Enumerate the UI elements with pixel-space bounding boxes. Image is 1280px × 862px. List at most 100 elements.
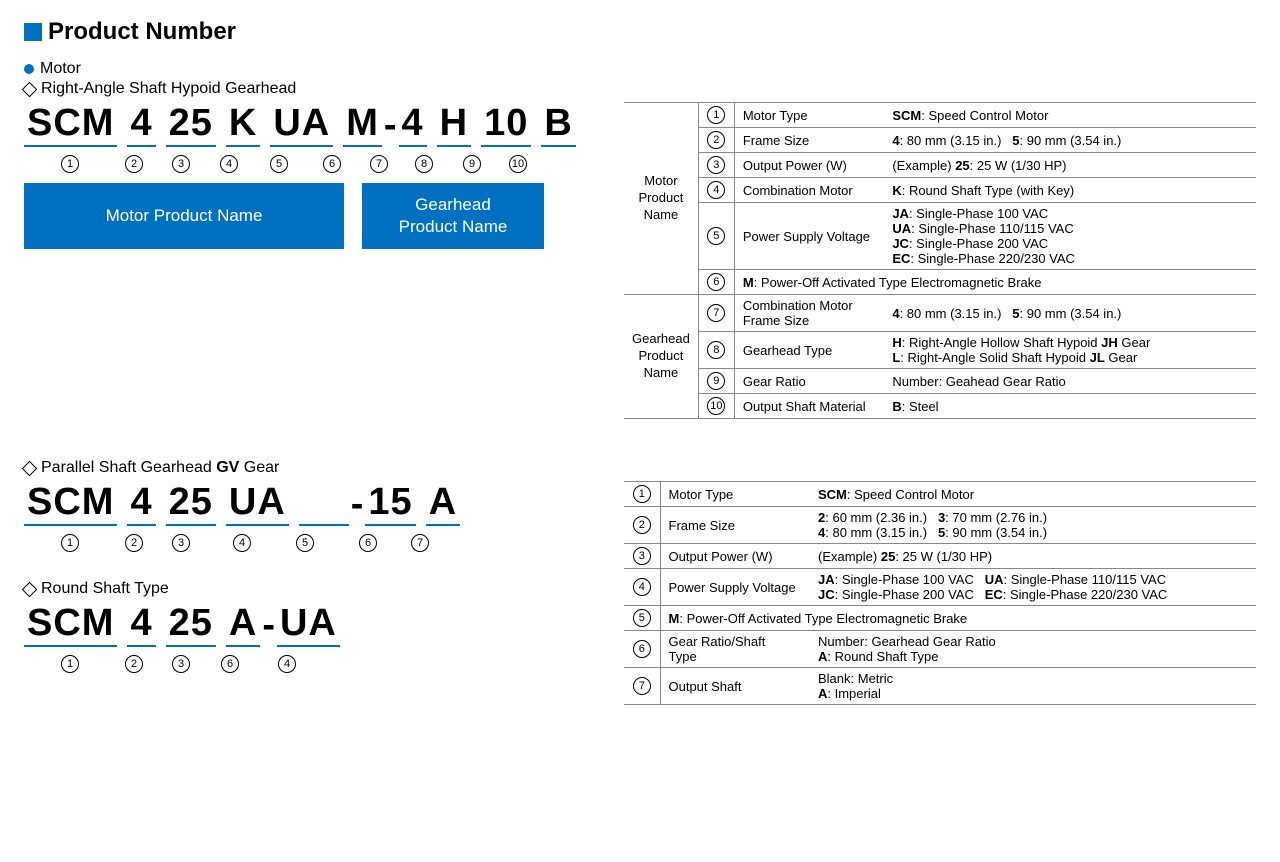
seg: M (343, 102, 382, 147)
dash: - (382, 104, 399, 147)
seg: SCM (24, 102, 117, 147)
product-code-1: SCM 4 25 K UA M - 4 H 10 B (24, 102, 584, 147)
circ-num: 2 (125, 155, 143, 173)
cell: Number: Geahead Gear Ratio (884, 369, 1256, 394)
circ-num: 5 (296, 534, 314, 552)
cell: Output Shaft (660, 668, 810, 705)
circ-num: 6 (323, 155, 341, 173)
circ-num: 7 (370, 155, 388, 173)
title-text: Product Number (48, 18, 236, 46)
cell: Combination Motor Frame Size (734, 295, 884, 332)
seg: 25 (166, 102, 216, 147)
square-icon (24, 23, 42, 41)
circ-num: 7 (633, 677, 651, 695)
circ-num: 4 (233, 534, 251, 552)
gearhead-name-box: Gearhead Product Name (362, 183, 544, 249)
dash: - (260, 604, 277, 647)
circ-num: 2 (707, 131, 725, 149)
seg: 4 (399, 102, 427, 147)
circ-num: 8 (415, 155, 433, 173)
cell: B: Steel (884, 394, 1256, 419)
circ-num: 10 (707, 397, 725, 415)
cell: Blank: MetricA: Imperial (810, 668, 1256, 705)
sub3-text: Round Shaft Type (41, 580, 169, 598)
seg (299, 524, 349, 526)
seg: 4 (127, 481, 155, 526)
product-code-2: SCM 4 25 UA - 15 A (24, 481, 584, 526)
circ-num: 5 (707, 227, 725, 245)
circ-num: 7 (411, 534, 429, 552)
cell: Output Power (W) (660, 544, 810, 569)
seg: 25 (166, 481, 216, 526)
code1-indices: 1 2 3 4 5 6 7 8 9 10 (24, 149, 584, 173)
circ-num: 3 (172, 534, 190, 552)
seg: H (437, 102, 471, 147)
circ-num: 9 (463, 155, 481, 173)
cell: Gearhead Type (734, 332, 884, 369)
seg: B (541, 102, 575, 147)
cell: Motor Type (660, 482, 810, 507)
cell: M: Power-Off Activated Type Electromagne… (660, 606, 1256, 631)
seg: UA (270, 102, 333, 147)
cell: 2: 60 mm (2.36 in.) 3: 70 mm (2.76 in.)4… (810, 507, 1256, 544)
circ-num: 9 (707, 372, 725, 390)
sub1-heading: Right-Angle Shaft Hypoid Gearhead (24, 80, 1256, 98)
seg: 4 (127, 102, 155, 147)
circ-num: 1 (707, 106, 725, 124)
circ-num: 3 (172, 155, 190, 173)
diamond-icon (22, 581, 38, 597)
cell: Motor Type (734, 103, 884, 128)
diamond-icon (22, 460, 38, 476)
circ-num: 2 (125, 534, 143, 552)
seg: SCM (24, 602, 117, 647)
seg: UA (226, 481, 289, 526)
circ-num: 8 (707, 341, 725, 359)
cell: JA: Single-Phase 100 VAC UA: Single-Phas… (810, 569, 1256, 606)
seg: K (226, 102, 260, 147)
seg: 4 (127, 602, 155, 647)
seg: A (226, 602, 260, 647)
circ-num: 1 (61, 155, 79, 173)
cell: Frame Size (660, 507, 810, 544)
seg: SCM (24, 481, 117, 526)
cell: (Example) 25: 25 W (1/30 HP) (884, 153, 1256, 178)
circ-num: 6 (707, 273, 725, 291)
circ-num: 6 (633, 640, 651, 658)
cell: Output Power (W) (734, 153, 884, 178)
circ-num: 6 (359, 534, 377, 552)
bullet-icon (24, 64, 34, 74)
spec-table-2: 1 Motor Type SCM: Speed Control Motor 2 … (624, 481, 1256, 705)
sub2-text: Parallel Shaft Gearhead GV Gear (41, 459, 279, 477)
sub3-heading: Round Shaft Type (24, 580, 584, 598)
code3-indices: 1 2 3 6 4 (24, 649, 584, 673)
circ-num: 4 (633, 578, 651, 596)
diamond-icon (22, 81, 38, 97)
cell: Gear Ratio/Shaft Type (660, 631, 810, 668)
cell: H: Right-Angle Hollow Shaft Hypoid JH Ge… (884, 332, 1256, 369)
cell: M: Power-Off Activated Type Electromagne… (734, 270, 1256, 295)
circ-num: 7 (707, 304, 725, 322)
spec-table-1: Motor Product Name 1 Motor Type SCM: Spe… (624, 102, 1256, 419)
circ-num: 6 (221, 655, 239, 673)
motor-name-box: Motor Product Name (24, 183, 344, 249)
code2-indices: 1 2 3 4 5 6 7 (24, 528, 584, 552)
circ-num: 3 (633, 547, 651, 565)
cell: Output Shaft Material (734, 394, 884, 419)
circ-num: 10 (509, 155, 527, 173)
seg: 10 (481, 102, 531, 147)
cell: Power Supply Voltage (660, 569, 810, 606)
circ-num: 3 (172, 655, 190, 673)
circ-num: 5 (270, 155, 288, 173)
circ-num: 4 (707, 181, 725, 199)
seg: UA (277, 602, 340, 647)
cell: 4: 80 mm (3.15 in.) 5: 90 mm (3.54 in.) (884, 295, 1256, 332)
seg: 15 (365, 481, 415, 526)
cell: Power Supply Voltage (734, 203, 884, 270)
motor-label: Motor (40, 60, 81, 78)
sub2-heading: Parallel Shaft Gearhead GV Gear (24, 459, 1256, 477)
cell: 4: 80 mm (3.15 in.) 5: 90 mm (3.54 in.) (884, 128, 1256, 153)
motor-heading: Motor (24, 60, 1256, 78)
circ-num: 1 (61, 534, 79, 552)
circ-num: 5 (633, 609, 651, 627)
cell: Number: Gearhead Gear RatioA: Round Shaf… (810, 631, 1256, 668)
